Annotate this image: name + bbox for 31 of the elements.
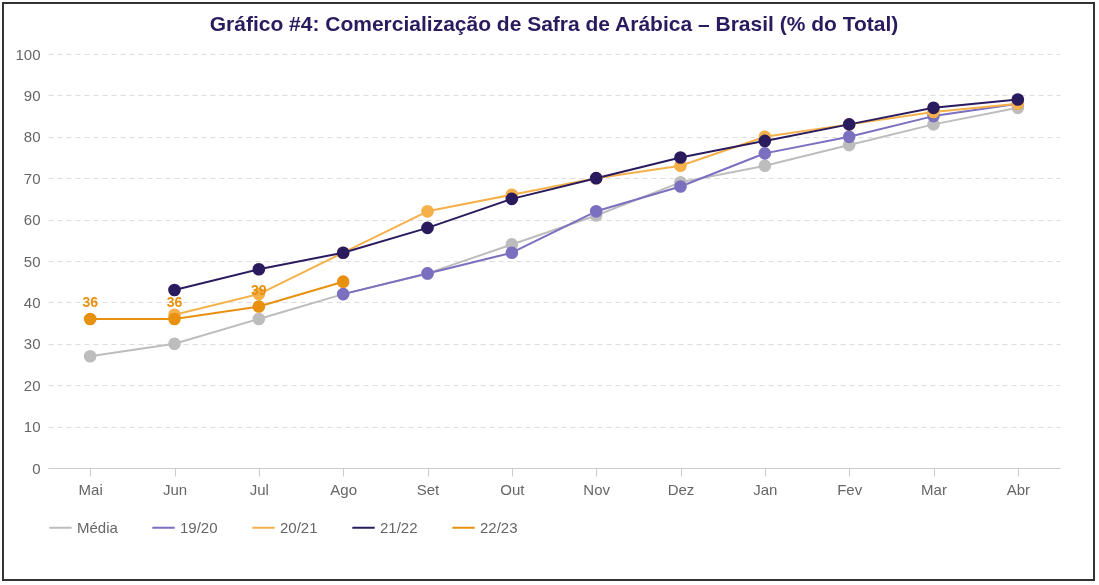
- y-tick-label: 70: [23, 169, 41, 187]
- legend-label: 19/20: [180, 518, 218, 536]
- x-tick-label: Jan: [753, 480, 778, 498]
- x-tick-label: Mar: [921, 480, 947, 498]
- y-tick-label: 40: [23, 293, 41, 311]
- data-label: 36: [82, 293, 99, 310]
- x-tick-label: Jun: [162, 480, 188, 498]
- y-tick-label: 50: [23, 252, 41, 270]
- y-tick-label: 80: [23, 128, 41, 146]
- y-tick-label: 20: [23, 376, 41, 394]
- x-tick-label: Abr: [1006, 480, 1031, 498]
- legend-label: 21/22: [380, 518, 418, 536]
- x-tick-label: Jul: [249, 480, 269, 498]
- x-tick-label: Ago: [330, 480, 358, 498]
- y-tick-label: 0: [32, 459, 41, 477]
- y-tick-label: 30: [23, 335, 41, 353]
- chart-title: Gráfico #4: Comercialização de Safra de Arábica – Brasil (% do Total): [209, 12, 899, 35]
- y-tick-label: 90: [23, 86, 41, 104]
- legend-label: 20/21: [280, 518, 318, 536]
- y-tick-label: 10: [23, 418, 41, 436]
- y-tick-label: 60: [23, 211, 41, 229]
- legend-label: Média: [77, 518, 119, 536]
- x-tick-label: Mai: [78, 480, 103, 498]
- x-tick-label: Dez: [667, 480, 695, 498]
- x-tick-label: Fev: [837, 480, 863, 498]
- x-tick-label: Out: [500, 480, 526, 498]
- x-tick-label: Nov: [583, 480, 611, 498]
- y-tick-label: 100: [15, 45, 41, 63]
- legend-label: 22/23: [480, 518, 518, 536]
- data-label: 36: [166, 293, 183, 310]
- x-tick-label: Set: [416, 480, 441, 498]
